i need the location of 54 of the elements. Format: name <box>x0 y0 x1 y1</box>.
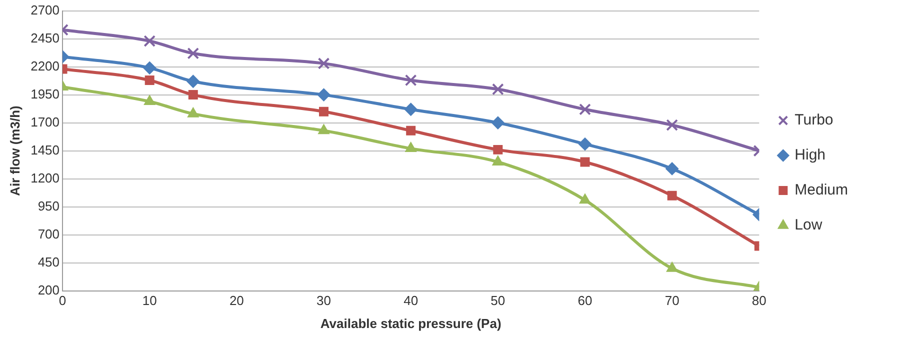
point <box>404 74 417 86</box>
point <box>493 144 503 154</box>
x-axis-title: Available static pressure (Pa) <box>320 316 502 331</box>
legend-label: Turbo <box>794 112 834 129</box>
y-tick-label: 450 <box>38 254 60 270</box>
point <box>187 107 199 118</box>
point <box>319 106 328 116</box>
y-tick-label: 1450 <box>30 142 60 158</box>
point <box>406 126 416 136</box>
point <box>318 124 330 134</box>
x-tick-label: 20 <box>229 293 244 308</box>
point <box>579 103 591 116</box>
y-tick-label: 2450 <box>30 30 60 46</box>
legend-label: Medium <box>794 182 848 199</box>
point <box>144 35 156 47</box>
x-tick-label: 30 <box>316 293 331 308</box>
point <box>144 95 156 106</box>
legend-label: Low <box>794 216 822 234</box>
point <box>666 119 678 131</box>
x-tick-label: 40 <box>404 293 418 308</box>
point <box>144 76 154 85</box>
y-axis-title: Air flow (m3/h) <box>7 106 22 196</box>
x-tick-label: 60 <box>578 293 592 308</box>
point <box>317 88 330 102</box>
y-tick-label: 1700 <box>30 114 60 130</box>
y-tick-label: 2700 <box>30 2 60 18</box>
y-tick-label: 200 <box>38 282 60 298</box>
point <box>143 61 156 74</box>
point <box>318 57 330 70</box>
point <box>492 83 504 96</box>
point <box>667 190 677 200</box>
y-tick-label: 1200 <box>30 170 60 186</box>
x-tick-label: 0 <box>58 293 66 308</box>
point <box>188 90 198 100</box>
point <box>491 116 504 130</box>
x-tick-label: 80 <box>752 293 766 308</box>
point <box>186 74 200 88</box>
x-tick-label: 10 <box>142 293 157 308</box>
x-tick-label: 50 <box>490 293 506 308</box>
y-tick-label: 2200 <box>30 58 60 74</box>
y-tick-label: 1950 <box>30 86 60 102</box>
point <box>578 138 592 151</box>
point <box>579 194 591 204</box>
point <box>187 47 200 60</box>
point <box>666 262 678 272</box>
legend-label: High <box>794 146 826 164</box>
point <box>405 142 417 152</box>
point <box>666 162 679 176</box>
point <box>580 157 590 167</box>
y-tick-label: 700 <box>38 226 60 242</box>
y-tick-label: 950 <box>38 198 60 214</box>
point <box>404 102 418 116</box>
x-tick-label: 70 <box>664 293 680 308</box>
point <box>492 156 504 166</box>
